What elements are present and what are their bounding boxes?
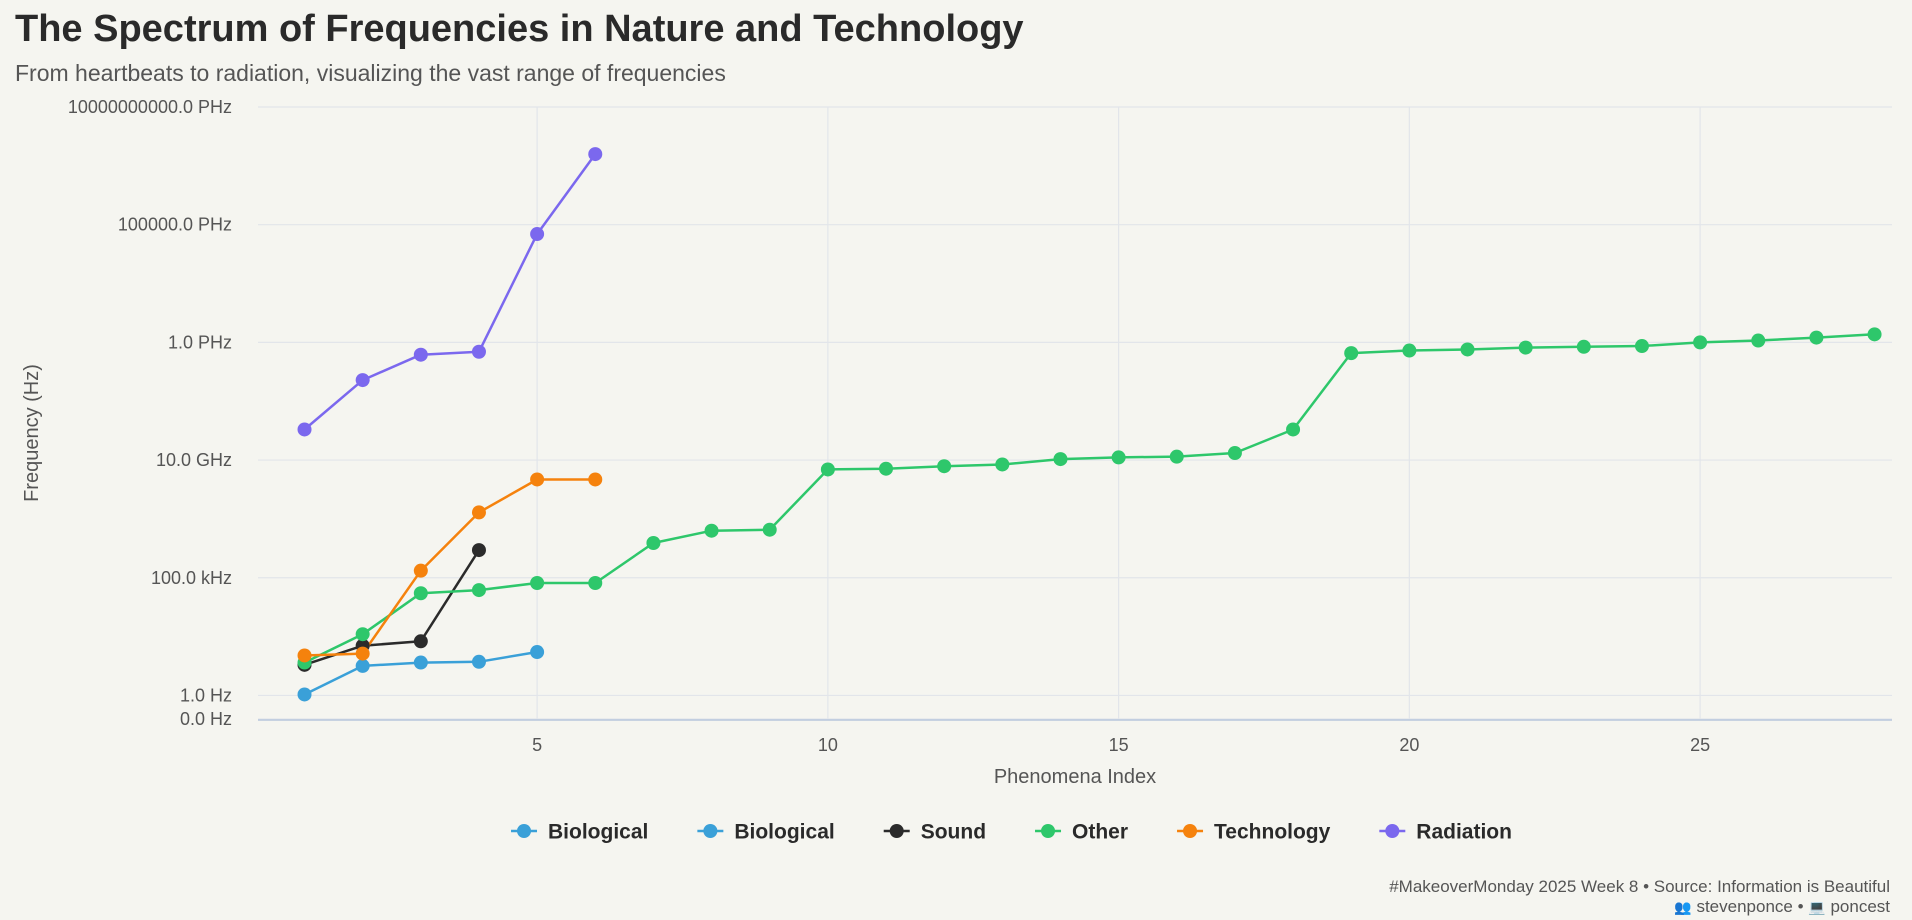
data-point-sound — [471, 543, 486, 558]
source-caption: #MakeoverMonday 2025 Week 8 • Source: In… — [1389, 877, 1890, 896]
data-point-other — [1286, 422, 1301, 437]
data-point-biological — [297, 687, 312, 702]
data-point-other — [1169, 449, 1184, 464]
data-point-radiation — [355, 373, 370, 388]
x-tick-label: 10 — [818, 735, 838, 755]
data-point-other — [1402, 343, 1417, 358]
data-point-other — [1576, 339, 1591, 354]
data-point-other — [1751, 333, 1766, 348]
y-tick-label: 1.0 Hz — [180, 685, 232, 705]
x-axis-title: Phenomena Index — [994, 766, 1156, 788]
series-line-other — [303, 333, 1875, 664]
series-line-radiation — [303, 153, 597, 431]
data-point-radiation — [588, 147, 603, 162]
data-point-radiation — [413, 347, 428, 362]
data-point-technology — [530, 472, 545, 487]
data-point-other — [588, 575, 603, 590]
series-line-sound — [304, 549, 481, 666]
data-point-other — [1518, 340, 1533, 355]
caption-separator: • — [1797, 897, 1804, 916]
data-point-other — [762, 522, 777, 537]
data-point-other — [937, 459, 952, 474]
data-point-technology — [355, 646, 370, 661]
data-point-technology — [413, 563, 428, 578]
legend-marker — [1385, 824, 1400, 838]
data-point-other — [413, 586, 428, 601]
data-point-biological — [530, 645, 545, 660]
data-point-radiation — [471, 344, 486, 359]
legend-marker — [703, 824, 718, 838]
y-tick-label: 1.0 PHz — [168, 332, 232, 352]
data-point-other — [355, 627, 370, 642]
data-point-technology — [297, 648, 312, 663]
series-line-technology — [304, 478, 596, 657]
x-tick-label: 5 — [532, 735, 542, 755]
data-point-other — [1111, 450, 1126, 465]
legend-marker — [1183, 824, 1198, 838]
data-point-other — [646, 536, 661, 551]
data-point-other — [1344, 346, 1359, 361]
data-point-other — [704, 523, 719, 538]
legend-label: Radiation — [1416, 821, 1512, 844]
data-point-other — [1634, 339, 1649, 354]
legend-label: Other — [1072, 821, 1128, 844]
author-name: stevenponce — [1696, 897, 1793, 916]
data-point-technology — [588, 472, 603, 487]
data-point-other — [1809, 330, 1824, 345]
data-point-other — [1693, 335, 1708, 350]
y-axis-title: Frequency (Hz) — [21, 364, 43, 502]
data-point-biological — [355, 658, 370, 673]
x-tick-label: 20 — [1399, 735, 1419, 755]
data-point-biological — [413, 655, 428, 670]
author-handle: poncest — [1830, 897, 1890, 916]
data-point-other — [879, 461, 894, 476]
data-point-biological — [471, 654, 486, 669]
legend-marker — [517, 824, 532, 838]
people-icon: 👥 — [1674, 899, 1692, 915]
legend-marker — [889, 824, 904, 838]
data-point-other — [995, 457, 1010, 472]
data-point-technology — [471, 505, 486, 520]
chart-subtitle: From heartbeats to radiation, visualizin… — [15, 60, 726, 86]
x-tick-label: 25 — [1690, 735, 1710, 755]
data-point-sound — [413, 634, 428, 649]
data-point-other — [530, 575, 545, 590]
data-point-radiation — [297, 422, 312, 437]
credit-caption: 👥 stevenponce • 💻 poncest — [1674, 897, 1890, 917]
laptop-icon: 💻 — [1808, 899, 1826, 915]
y-tick-label: 0.0 Hz — [180, 709, 232, 729]
y-tick-label: 10.0 GHz — [156, 450, 232, 470]
y-tick-label: 10000000000.0 PHz — [68, 97, 232, 117]
data-point-other — [1867, 327, 1882, 342]
legend-label: Biological — [734, 821, 834, 844]
data-point-radiation — [530, 227, 545, 242]
data-point-other — [820, 462, 835, 477]
legend-label: Sound — [921, 821, 986, 844]
x-tick-label: 15 — [1109, 735, 1129, 755]
data-point-other — [1227, 445, 1242, 460]
legend-label: Biological — [548, 821, 648, 844]
legend-marker — [1041, 824, 1056, 838]
y-tick-label: 100000.0 PHz — [118, 215, 232, 235]
data-point-other — [1460, 342, 1475, 357]
data-point-other — [471, 583, 486, 598]
y-tick-label: 100.0 kHz — [151, 568, 232, 588]
data-point-other — [1053, 452, 1068, 467]
chart-title: The Spectrum of Frequencies in Nature an… — [15, 8, 1024, 50]
legend-label: Technology — [1214, 821, 1331, 844]
